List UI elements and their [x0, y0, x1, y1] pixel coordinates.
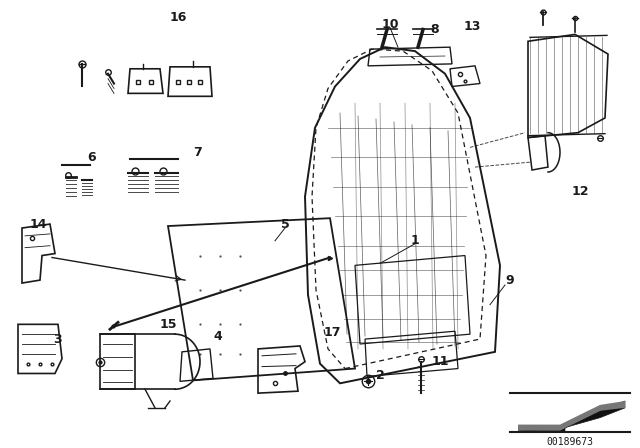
Text: 15: 15 — [159, 318, 177, 331]
Text: 00189673: 00189673 — [547, 437, 593, 448]
Text: 14: 14 — [29, 218, 47, 231]
Text: 3: 3 — [52, 332, 61, 345]
Text: 13: 13 — [463, 20, 481, 33]
Text: 1: 1 — [411, 234, 419, 247]
Polygon shape — [518, 401, 625, 432]
Text: 9: 9 — [506, 274, 515, 287]
Text: 6: 6 — [88, 151, 96, 164]
Text: 12: 12 — [572, 185, 589, 198]
Text: 4: 4 — [214, 330, 222, 343]
Text: 7: 7 — [194, 146, 202, 159]
Text: 5: 5 — [280, 218, 289, 231]
Polygon shape — [518, 401, 625, 431]
Text: 8: 8 — [431, 23, 439, 36]
Text: 17: 17 — [323, 326, 340, 339]
Text: 11: 11 — [431, 355, 449, 368]
Text: 16: 16 — [170, 11, 187, 24]
Text: 10: 10 — [381, 18, 399, 31]
Text: 2: 2 — [376, 369, 385, 382]
